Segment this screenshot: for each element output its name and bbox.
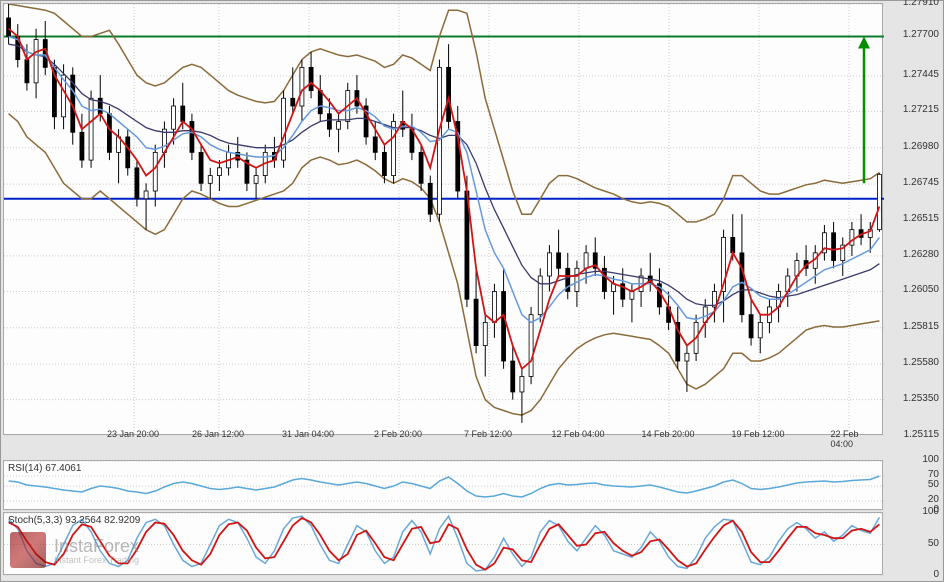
xtick-label: 14 Feb 20:00 xyxy=(641,429,694,439)
watermark-logo-icon xyxy=(10,532,46,568)
stoch-ytick: 0 xyxy=(933,569,939,580)
ytick-label: 1.25815 xyxy=(903,321,939,332)
rsi-panel[interactable]: RSI(14) 67.4061 xyxy=(3,460,883,510)
xtick-label: 7 Feb 12:00 xyxy=(464,429,512,439)
rsi-ytick: 100 xyxy=(922,454,939,465)
y-axis-stoch: 100500 xyxy=(883,512,943,575)
ytick-label: 1.27445 xyxy=(903,69,939,80)
xtick-label: 31 Jan 04:00 xyxy=(282,429,334,439)
xtick-label: 23 Jan 20:00 xyxy=(107,429,159,439)
rsi-svg xyxy=(4,461,884,511)
ytick-label: 1.26980 xyxy=(903,141,939,152)
ytick-label: 1.25580 xyxy=(903,357,939,368)
xtick-label: 12 Feb 04:00 xyxy=(551,429,604,439)
ytick-label: 1.27910 xyxy=(903,0,939,8)
rsi-label: RSI(14) 67.4061 xyxy=(8,463,81,474)
xtick-label: 2 Feb 20:00 xyxy=(374,429,422,439)
price-svg xyxy=(4,4,884,436)
ytick-label: 1.27700 xyxy=(903,29,939,40)
stoch-label: Stoch(5,3,3) 93.2564 82.9209 xyxy=(8,515,140,526)
rsi-ytick: 50 xyxy=(928,479,939,490)
ytick-label: 1.25115 xyxy=(904,429,939,440)
watermark-main: InstaForex xyxy=(54,536,139,557)
stoch-ytick: 100 xyxy=(922,506,939,517)
main-price-chart[interactable] xyxy=(3,3,883,435)
chart-container: GBPUSD, H4 1.26437 1.26816 1.26436 1.268… xyxy=(0,0,944,582)
y-axis-rsi: 1007050200 xyxy=(883,460,943,510)
ytick-label: 1.26745 xyxy=(903,177,939,188)
xtick-label: 19 Feb 12:00 xyxy=(731,429,784,439)
x-axis: 23 Jan 20:00 26 Jan 12:00 31 Jan 04:00 2 Fe… xyxy=(3,427,883,451)
ytick-label: 1.26280 xyxy=(903,249,939,260)
ytick-label: 1.26515 xyxy=(903,213,939,224)
ytick-label: 1.25350 xyxy=(903,393,939,404)
ytick-label: 1.27215 xyxy=(903,104,939,115)
stoch-panel[interactable]: Stoch(5,3,3) 93.2564 82.9209 InstaForex … xyxy=(3,512,883,575)
ytick-label: 1.26050 xyxy=(903,284,939,295)
xtick-label: 22 Feb 04:00 xyxy=(831,429,866,449)
watermark-sub: Instant Forex Trading xyxy=(54,555,139,565)
xtick-label: 26 Jan 12:00 xyxy=(192,429,244,439)
stoch-ytick: 50 xyxy=(928,538,939,549)
watermark: InstaForex Instant Forex Trading xyxy=(10,532,139,568)
